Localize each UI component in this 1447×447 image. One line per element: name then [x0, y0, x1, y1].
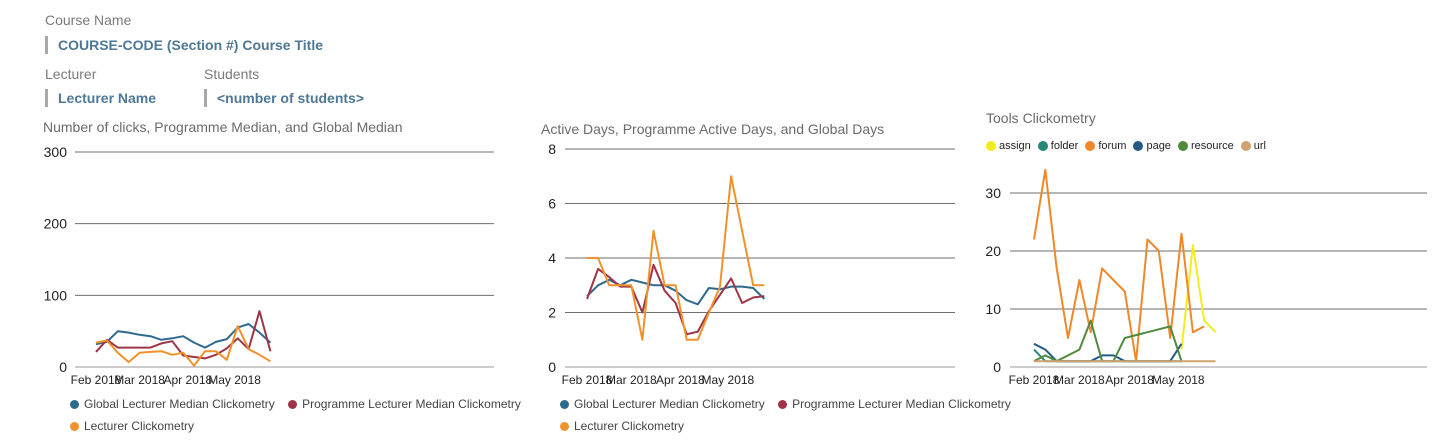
legend-label: folder: [1050, 140, 1079, 152]
legend-item: Programme Lecturer Median Clickometry: [288, 393, 521, 415]
legend-swatch: [1133, 141, 1144, 151]
legend-label: Lecturer Clickometry: [84, 419, 195, 433]
x-tick-label: May 2018: [1152, 373, 1205, 387]
lecturer-value: Lecturer Name: [45, 89, 156, 107]
y-tick-label: 0: [548, 359, 556, 375]
series-line-lecturer: [587, 175, 765, 341]
legend-item: folder: [1037, 140, 1079, 152]
chart-clicks-title: Number of clicks, Programme Median, and …: [43, 119, 403, 135]
course-name-label: Course Name: [45, 12, 132, 28]
legend-swatch: [288, 399, 298, 409]
legend-swatch: [778, 399, 788, 409]
x-tick-label: Apr 2018: [1105, 373, 1154, 387]
y-tick-label: 4: [548, 250, 556, 266]
legend-item: Global Lecturer Median Clickometry: [560, 393, 765, 415]
legend-swatch: [986, 141, 996, 151]
chart-tools-title: Tools Clickometry: [986, 110, 1096, 126]
x-tick-label: Feb 2018: [1009, 373, 1060, 387]
series-line-programme: [95, 310, 272, 360]
series-line-forum: [1033, 168, 1205, 363]
legend-swatch: [1240, 141, 1251, 151]
legend-swatch: [70, 421, 79, 431]
legend-item: page: [1133, 140, 1171, 152]
series-line-assign: [1180, 244, 1217, 350]
y-tick-label: 8: [548, 141, 556, 157]
series-line-lecturer: [95, 325, 271, 367]
x-tick-label: Apr 2018: [656, 373, 705, 387]
y-tick-label: 10: [985, 301, 1001, 317]
legend-label: Lecturer Clickometry: [574, 419, 685, 433]
y-tick-label: 6: [548, 196, 556, 212]
x-tick-label: Apr 2018: [164, 373, 213, 387]
legend-label: page: [1146, 140, 1171, 152]
course-name-value: COURSE-CODE (Section #) Course Title: [45, 36, 323, 54]
series-line-global: [95, 323, 272, 349]
y-tick-label: 30: [985, 185, 1001, 201]
chart-active-days-title: Active Days, Programme Active Days, and …: [541, 121, 885, 137]
legend-label: Global Lecturer Median Clickometry: [84, 397, 275, 411]
x-tick-label: Mar 2018: [1054, 373, 1105, 387]
legend-swatch: [70, 399, 79, 409]
legend-item: Lecturer Clickometry: [560, 415, 684, 437]
legend-swatch: [560, 421, 569, 431]
legend-label: resource: [1190, 140, 1234, 152]
legend-label: Programme Lecturer Median Clickometry: [302, 397, 521, 411]
chart-active-days-legend: Global Lecturer Median Clickometry Progr…: [560, 393, 1040, 437]
x-tick-label: Mar 2018: [606, 373, 657, 387]
x-tick-label: Feb 2018: [562, 373, 613, 387]
legend-item: Programme Lecturer Median Clickometry: [778, 393, 1011, 415]
legend-label: assign: [999, 140, 1031, 152]
legend-swatch: [1177, 141, 1188, 151]
legend-item: Lecturer Clickometry: [70, 415, 194, 437]
legend-swatch: [1085, 141, 1096, 151]
students-value: <number of students>: [204, 89, 364, 107]
series-line-page: [1033, 342, 1183, 363]
legend-item: forum: [1085, 140, 1126, 152]
legend-swatch: [1037, 141, 1048, 151]
legend-label: forum: [1098, 140, 1127, 152]
series-line-programme: [586, 263, 765, 336]
x-tick-label: Feb 2018: [71, 373, 122, 387]
y-tick-label: 300: [44, 144, 68, 160]
x-tick-label: May 2018: [702, 373, 755, 387]
y-tick-label: 200: [44, 216, 68, 232]
x-tick-label: May 2018: [208, 373, 261, 387]
chart-clicks-legend: Global Lecturer Median Clickometry Progr…: [70, 393, 550, 437]
legend-swatch: [560, 399, 569, 409]
y-tick-label: 0: [993, 359, 1001, 375]
lecturer-label: Lecturer: [45, 66, 97, 82]
y-tick-label: 2: [548, 305, 556, 321]
legend-label: Global Lecturer Median Clickometry: [574, 397, 765, 411]
y-tick-label: 0: [59, 359, 67, 375]
y-tick-label: 100: [44, 287, 68, 303]
x-tick-label: Mar 2018: [114, 373, 165, 387]
legend-item: url: [1240, 140, 1266, 152]
legend-label: url: [1253, 140, 1266, 152]
legend-item: Global Lecturer Median Clickometry: [70, 393, 275, 415]
legend-label: Programme Lecturer Median Clickometry: [792, 397, 1011, 411]
y-tick-label: 20: [985, 243, 1001, 259]
legend-item: assign: [986, 140, 1031, 152]
chart-tools-legend: assign folder forum page resource url: [986, 140, 1273, 152]
legend-item: resource: [1177, 140, 1234, 152]
students-label: Students: [204, 66, 260, 82]
